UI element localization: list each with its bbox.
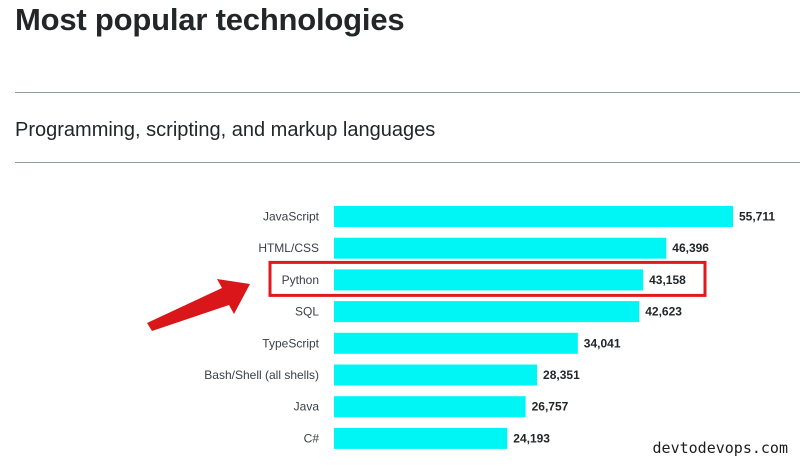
bar-5 [334,364,538,386]
bar-6 [334,396,526,418]
value-label-3: 42,623 [645,305,682,319]
value-label-6: 26,757 [532,400,569,414]
category-label-7: C# [304,431,320,445]
value-label-0: 55,711 [739,210,775,224]
value-label-5: 28,351 [543,368,580,382]
value-label-4: 34,041 [584,336,621,350]
value-label-1: 46,396 [672,241,709,255]
bar-7 [334,427,508,449]
arrow-icon [147,279,250,331]
category-label-6: Java [294,400,320,414]
watermark: devtodevops.com [652,439,788,457]
bar-3 [334,301,640,323]
category-label-5: Bash/Shell (all shells) [204,368,319,382]
category-label-0: JavaScript [263,210,320,224]
bar-0 [334,206,733,227]
bar-4 [334,332,578,354]
value-label-2: 43,158 [649,273,686,287]
annotation-layer [147,260,707,331]
bar-1 [334,237,667,259]
page-title: Most popular technologies [15,2,405,37]
highlight-box [268,260,707,297]
bar-2 [334,269,644,291]
value-label-7: 24,193 [513,431,550,445]
section-title: Programming, scripting, and markup langu… [15,119,436,141]
divider-top [15,92,800,93]
category-label-3: SQL [295,305,319,319]
category-label-2: Python [282,273,319,287]
bars-layer: JavaScript 55,711 HTML/CSS 46,396 Python 43,1… [204,206,775,449]
category-label-1: HTML/CSS [258,241,319,255]
divider-bottom [15,162,800,163]
category-label-4: TypeScript [262,336,319,350]
